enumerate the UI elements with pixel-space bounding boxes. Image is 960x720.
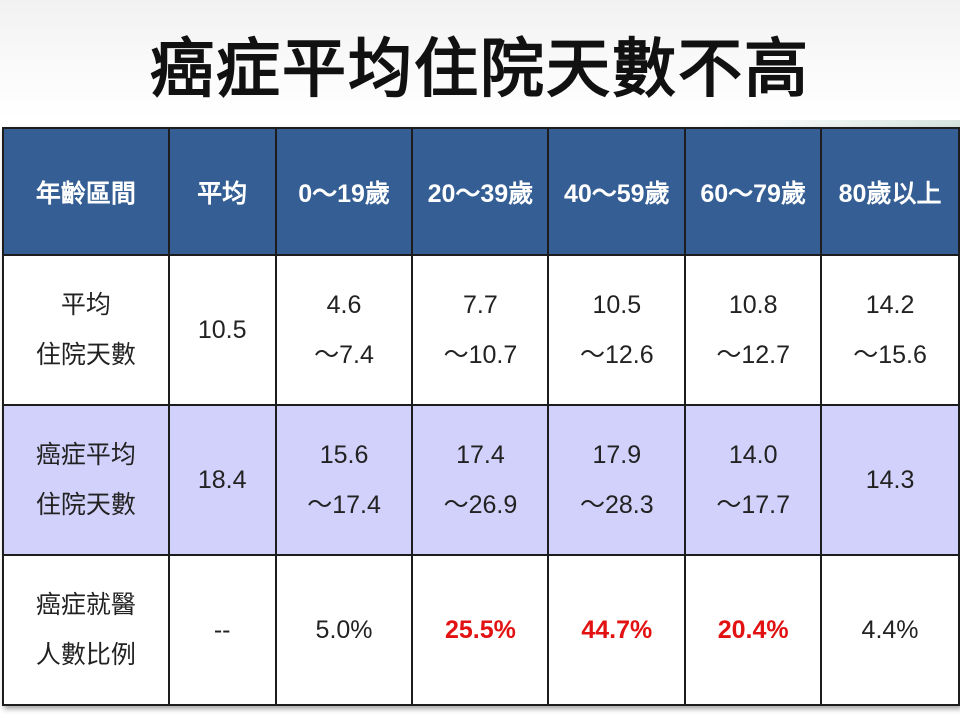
cell-value: ～15.6 xyxy=(853,341,927,369)
cell-value: 10.8 xyxy=(728,291,778,319)
table-cell: 18.4 xyxy=(167,404,277,556)
cell-value: 18.4 xyxy=(197,466,247,494)
header-cell-80-plus: 80歲以上 xyxy=(820,127,960,256)
cell-value: 14.2 xyxy=(865,291,915,319)
table-cell: 14.0 ～17.7 xyxy=(684,404,823,556)
row-label-line: 人數比例 xyxy=(35,640,136,669)
cell-value: ～17.7 xyxy=(716,491,790,519)
row-label-line: 住院天數 xyxy=(35,490,136,519)
table-cell: 7.7 ～10.7 xyxy=(411,254,550,406)
cell-value: ～7.4 xyxy=(314,341,374,369)
cell-value: ～12.6 xyxy=(579,341,654,369)
row-label-average-stay: 平均 住院天數 xyxy=(2,254,170,406)
row-label-line: 平均 xyxy=(60,290,111,319)
cell-value: ～28.3 xyxy=(579,491,654,519)
title-bar xyxy=(0,0,960,118)
cell-value: ～17.4 xyxy=(307,491,381,519)
row-label-line: 癌症平均 xyxy=(35,440,136,469)
page-title: 癌症平均住院天數不高 xyxy=(150,33,810,107)
table-cell: 4.6 ～7.4 xyxy=(274,254,414,406)
cell-value: 10.5 xyxy=(197,316,247,344)
cell-value: 15.6 xyxy=(319,441,369,469)
highlighted-cell-value: 20.4% xyxy=(717,616,789,644)
table-cell: 10.5 xyxy=(167,254,277,406)
header-cell-60-79: 60～79歲 xyxy=(684,127,823,256)
header-cell-average: 平均 xyxy=(167,127,277,256)
table-header-row: 年齡區間 平均 0～19歲 20～39歲 40～59歲 60～79歲 80歲以上 xyxy=(2,127,960,256)
header-cell-age-range: 年齡區間 xyxy=(2,127,170,256)
cell-value: ～26.9 xyxy=(443,491,518,519)
decorative-stripe xyxy=(720,120,960,128)
hospital-stay-table: 年齡區間 平均 0～19歲 20～39歲 40～59歲 60～79歲 80歲以上… xyxy=(2,127,960,706)
cell-value: -- xyxy=(213,616,231,644)
cell-value: 4.6 xyxy=(326,291,362,319)
table-cell: 5.0% xyxy=(274,554,414,706)
table-cell: 44.7% xyxy=(547,554,687,706)
cell-value: 14.0 xyxy=(728,441,778,469)
table-cell: 14.3 xyxy=(820,404,960,556)
table-row-cancer-average-stay: 癌症平均 住院天數 18.4 15.6 ～17.4 17.4 ～26.9 17.… xyxy=(2,404,960,556)
table-cell: -- xyxy=(167,554,277,706)
table-cell: 17.9 ～28.3 xyxy=(547,404,687,556)
table-cell: 15.6 ～17.4 xyxy=(274,404,414,556)
cell-value: 17.4 xyxy=(456,441,505,469)
table-row-average-stay: 平均 住院天數 10.5 4.6 ～7.4 7.7 ～10.7 10.5 ～12… xyxy=(2,254,960,406)
cell-value: 14.3 xyxy=(865,466,915,494)
cell-value: 4.4% xyxy=(861,616,919,644)
table-cell: 20.4% xyxy=(684,554,823,706)
cell-value: ～10.7 xyxy=(443,341,518,369)
header-cell-20-39: 20～39歲 xyxy=(411,127,550,256)
row-label-cancer-average-stay: 癌症平均 住院天數 xyxy=(2,404,170,556)
row-label-cancer-patient-ratio: 癌症就醫 人數比例 xyxy=(2,554,170,706)
table-row-cancer-patient-ratio: 癌症就醫 人數比例 -- 5.0% 25.5% 44.7% 20.4% 4.4% xyxy=(2,554,960,706)
table-cell: 17.4 ～26.9 xyxy=(411,404,550,556)
table-cell: 25.5% xyxy=(411,554,550,706)
header-cell-40-59: 40～59歲 xyxy=(547,127,687,256)
highlighted-cell-value: 44.7% xyxy=(581,616,653,644)
row-label-line: 住院天數 xyxy=(35,340,136,369)
cell-value: 17.9 xyxy=(592,441,642,469)
row-label-line: 癌症就醫 xyxy=(35,590,136,619)
table-cell: 4.4% xyxy=(820,554,960,706)
cell-value: ～12.7 xyxy=(716,341,790,369)
table-cell: 10.5 ～12.6 xyxy=(547,254,687,406)
cell-value: 7.7 xyxy=(463,291,498,319)
cell-value: 5.0% xyxy=(315,616,373,644)
cell-value: 10.5 xyxy=(592,291,642,319)
highlighted-cell-value: 25.5% xyxy=(444,616,516,644)
table-cell: 14.2 ～15.6 xyxy=(820,254,960,406)
header-cell-0-19: 0～19歲 xyxy=(274,127,414,256)
table-cell: 10.8 ～12.7 xyxy=(684,254,823,406)
